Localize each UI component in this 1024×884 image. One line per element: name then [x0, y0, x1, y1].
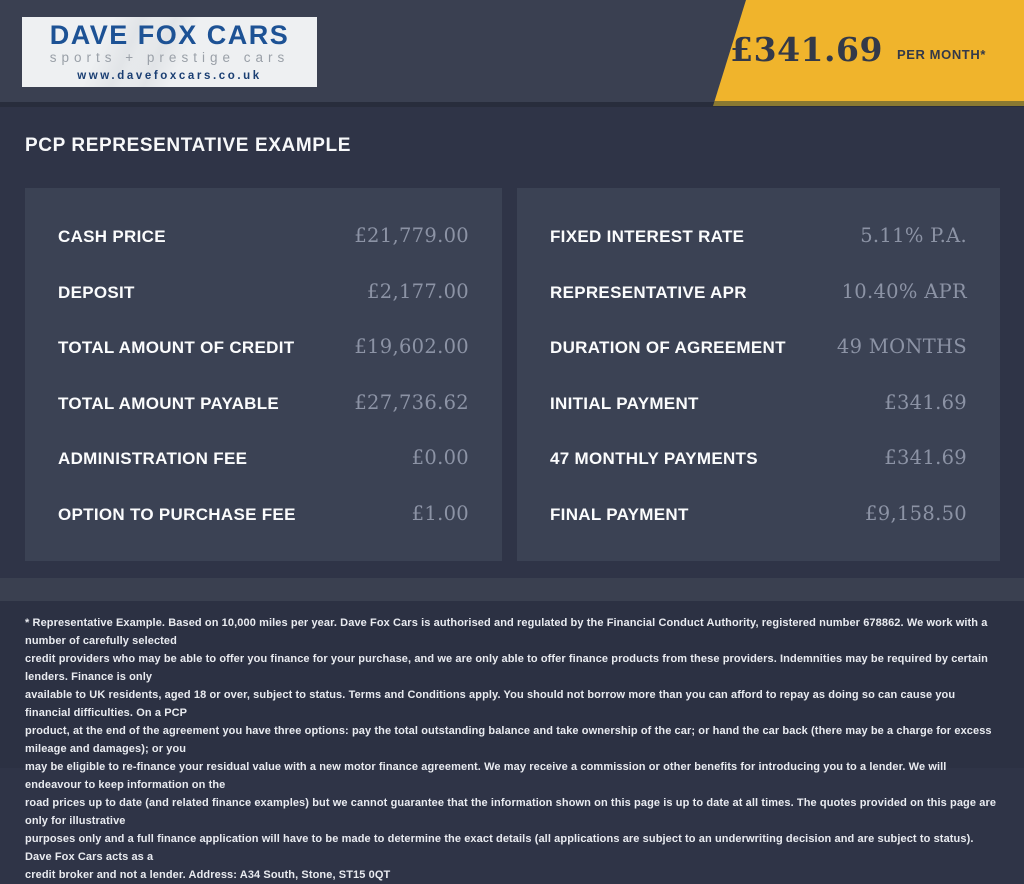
finance-value: £0.00: [411, 446, 469, 470]
finance-row-final-payment: FINAL PAYMENT £9,158.50: [550, 502, 967, 525]
finance-value: £9,158.50: [865, 501, 967, 525]
disclaimer-line: road prices up to date (and related fina…: [25, 797, 997, 827]
website-link[interactable]: www.davefoxcars.co.uk: [77, 70, 262, 83]
finance-value: £21,779.00: [354, 224, 469, 247]
finance-row-interest-rate: FIXED INTEREST RATE 5.11% P.A.: [550, 224, 967, 247]
finance-row-apr: REPRESENTATIVE APR 10.40% APR: [550, 280, 967, 303]
finance-row-monthly-payments: 47 MONTHLY PAYMENTS £341.69: [550, 446, 967, 469]
finance-value: £27,736.62: [354, 390, 469, 414]
finance-label: REPRESENTATIVE APR: [550, 282, 747, 302]
finance-row-total-payable: TOTAL AMOUNT PAYABLE £27,736.62: [58, 391, 469, 414]
finance-row-duration: DURATION OF AGREEMENT 49 MONTHS: [550, 335, 967, 358]
dealer-tagline: sports + prestige cars: [49, 50, 290, 66]
finance-value: £19,602.00: [354, 335, 469, 359]
finance-value: £1.00: [411, 501, 469, 525]
dealer-name: DAVE FOX CARS: [49, 20, 290, 51]
finance-value: £341.69: [884, 446, 967, 470]
disclaimer-line: credit providers who may be able to offe…: [25, 653, 989, 683]
disclaimer-line: may be eligible to re-finance your resid…: [25, 761, 947, 791]
finance-row-initial-payment: INITIAL PAYMENT £341.69: [550, 391, 967, 414]
header-divider: [0, 102, 1024, 107]
finance-panel-left: CASH PRICE £21,779.00 DEPOSIT £2,177.00 …: [25, 188, 502, 561]
disclaimer-footer: * Representative Example. Based on 10,00…: [0, 601, 1024, 881]
disclaimer-line: available to UK residents, aged 18 or ov…: [25, 689, 956, 719]
finance-row-total-credit: TOTAL AMOUNT OF CREDIT £19,602.00: [58, 335, 469, 358]
finance-label: ADMINISTRATION FEE: [58, 449, 248, 469]
finance-row-option-fee: OPTION TO PURCHASE FEE £1.00: [58, 502, 469, 525]
header: DAVE FOX CARS sports + prestige cars www…: [0, 0, 1024, 106]
disclaimer-line: credit broker and not a lender. Address:…: [25, 869, 391, 881]
finance-label: CASH PRICE: [58, 227, 166, 246]
monthly-price-banner: £341.69 PER MONTH*: [713, 0, 1024, 106]
disclaimer-line: product, at the end of the agreement you…: [25, 725, 992, 755]
disclaimer-line: purposes only and a full finance applica…: [25, 833, 974, 863]
finance-label: FIXED INTEREST RATE: [550, 227, 745, 246]
finance-value: £341.69: [884, 390, 967, 414]
footer-divider: [0, 578, 1024, 601]
finance-value: 5.11% P.A.: [860, 224, 967, 247]
dealer-logo[interactable]: DAVE FOX CARS sports + prestige cars www…: [22, 17, 317, 87]
monthly-price: £341.69: [730, 29, 883, 69]
monthly-price-suffix: PER MONTH*: [896, 46, 986, 62]
finance-label: 47 MONTHLY PAYMENTS: [550, 449, 758, 469]
finance-label: FINAL PAYMENT: [550, 504, 689, 524]
finance-row-deposit: DEPOSIT £2,177.00: [58, 280, 469, 303]
finance-panels: CASH PRICE £21,779.00 DEPOSIT £2,177.00 …: [25, 188, 1000, 561]
finance-label: DURATION OF AGREEMENT: [550, 338, 786, 358]
finance-label: DEPOSIT: [58, 282, 135, 302]
page-title: PCP REPRESENTATIVE EXAMPLE: [25, 135, 351, 156]
finance-label: TOTAL AMOUNT PAYABLE: [58, 393, 280, 413]
finance-value: £2,177.00: [367, 279, 469, 303]
finance-panel-right: FIXED INTEREST RATE 5.11% P.A. REPRESENT…: [517, 188, 1000, 561]
finance-row-cash-price: CASH PRICE £21,779.00: [58, 224, 469, 247]
finance-label: TOTAL AMOUNT OF CREDIT: [58, 338, 295, 358]
finance-value: 10.40% APR: [841, 279, 967, 303]
finance-value: 49 MONTHS: [836, 335, 967, 359]
main-section: PCP REPRESENTATIVE EXAMPLE CASH PRICE £2…: [0, 107, 1024, 578]
finance-label: OPTION TO PURCHASE FEE: [58, 504, 296, 524]
finance-row-admin-fee: ADMINISTRATION FEE £0.00: [58, 446, 469, 469]
disclaimer-line: * Representative Example. Based on 10,00…: [25, 617, 988, 647]
finance-label: INITIAL PAYMENT: [550, 393, 699, 413]
